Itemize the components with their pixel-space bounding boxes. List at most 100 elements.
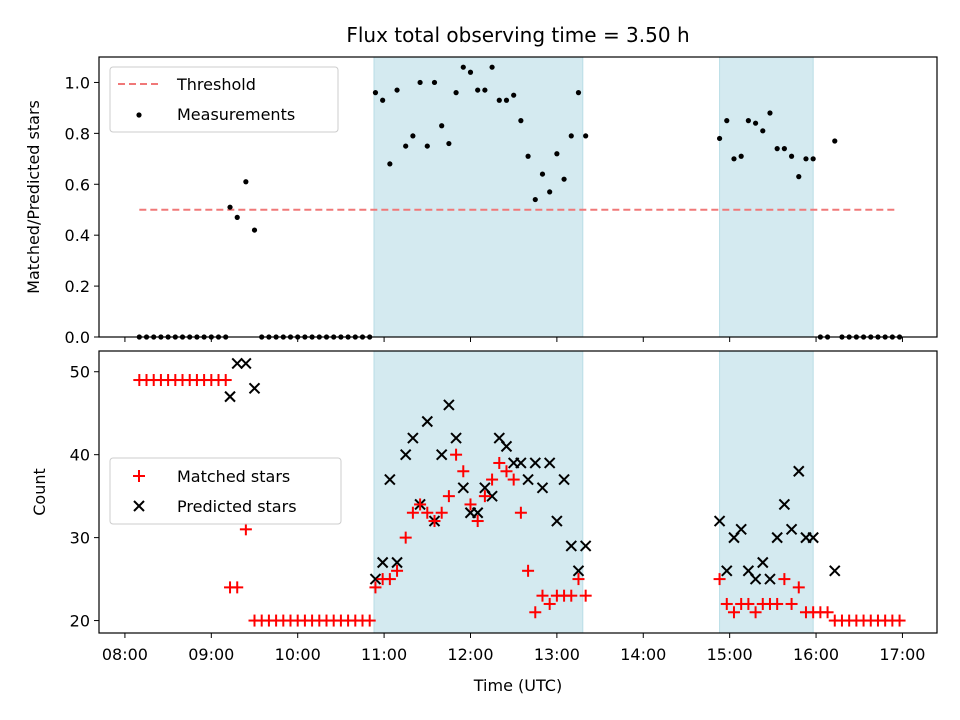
measurement-point: [547, 189, 553, 195]
measurement-point: [410, 133, 416, 139]
measurement-point: [394, 87, 400, 93]
matched-star-point: [471, 515, 484, 528]
matched-star-point: [543, 597, 556, 610]
matched-star-point: [383, 573, 396, 586]
measurement-point: [453, 90, 459, 96]
matched-star-point: [486, 473, 499, 486]
predicted-star-point: [240, 357, 252, 370]
measurement-point: [716, 135, 723, 142]
matched-star-point: [893, 614, 906, 627]
predicted-star-point: [231, 357, 243, 370]
matched-star-point: [579, 589, 592, 602]
bottom-legend: Matched stars Predicted stars: [109, 457, 342, 525]
measurement-point: [482, 87, 488, 93]
predicted-star-point: [457, 482, 469, 494]
measurement-point: [554, 151, 560, 157]
predicted-star-point: [435, 448, 448, 461]
measurement-point: [539, 171, 546, 177]
top-legend-box: [109, 66, 339, 133]
x-tick-label: 17:00: [879, 645, 925, 664]
predicted-star-point: [572, 565, 585, 577]
bottom-x-ticks: 08:00 09:00 10:00 11:00 12:00 13:00 14:00 15:00…: [102, 633, 925, 664]
predicted-star-point: [735, 523, 747, 536]
shaded-region: [719, 350, 814, 634]
y-tick-label: 1.0: [65, 73, 90, 92]
matched-star-point: [792, 581, 805, 594]
matched-star-point: [507, 473, 520, 486]
matched-star-point: [522, 564, 535, 577]
predicted-star-point: [384, 473, 396, 486]
matched-star-point: [406, 506, 419, 519]
matched-star-point: [391, 564, 404, 577]
measurement-point: [372, 90, 379, 96]
measurement-point: [387, 161, 393, 167]
x-tick-label: 12:00: [447, 645, 493, 664]
measurement-point: [738, 153, 744, 159]
predicted-star-point: [793, 465, 805, 477]
predicted-stars-legend-label: Predicted stars: [177, 497, 297, 516]
matched-star-point: [399, 531, 412, 544]
predicted-star-point: [771, 531, 783, 544]
measurement-point: [467, 69, 474, 75]
measurement-point: [532, 196, 538, 203]
matched-star-point: [231, 581, 244, 594]
predicted-star-point: [543, 457, 556, 469]
measurement-point: [583, 133, 589, 139]
matched-star-point: [435, 506, 448, 519]
predicted-star-point: [713, 515, 726, 527]
measurement-point: [767, 110, 773, 116]
predicted-star-point: [551, 515, 563, 527]
measurement-point: [803, 156, 809, 162]
y-tick-label: 0.4: [65, 226, 90, 245]
bottom-plot-frame: [98, 350, 938, 634]
top-panel: 0.0 0.2 0.4 0.6 0.8 1.0 Matched/Predicted sta…: [24, 56, 938, 347]
predicted-star-point: [248, 382, 261, 395]
shaded-region: [373, 56, 584, 338]
matched-star-point: [572, 573, 585, 586]
x-tick-label: 08:00: [102, 645, 148, 664]
bottom-legend-box: [109, 457, 342, 525]
predicted-star-point: [764, 573, 776, 585]
measurement-point: [431, 79, 438, 86]
x-axis-label: Time (UTC): [473, 676, 562, 695]
matched-stars-series: [133, 374, 906, 627]
top-y-axis-label: Matched/Predicted stars: [24, 100, 43, 294]
shaded-region: [373, 350, 584, 634]
matched-star-point: [239, 523, 252, 536]
x-tick-label: 11:00: [361, 645, 407, 664]
predicted-star-point: [807, 531, 819, 544]
measurement-point: [774, 146, 780, 152]
measurement-point: [503, 97, 510, 103]
matched-star-point: [428, 515, 441, 528]
x-tick-label: 13:00: [534, 645, 580, 664]
matched-star-point: [529, 606, 542, 619]
x-tick-label: 14:00: [620, 645, 666, 664]
measurement-point: [511, 92, 517, 98]
measurement-point: [525, 153, 531, 159]
predicted-star-point: [399, 448, 412, 461]
shaded-region: [719, 56, 814, 338]
y-tick-label: 0.6: [65, 175, 90, 194]
matched-star-point: [457, 465, 470, 478]
matched-star-point: [536, 589, 549, 602]
x-tick-label: 16:00: [793, 645, 839, 664]
matched-star-point: [500, 465, 513, 478]
top-y-ticks: 0.0 0.2 0.4 0.6 0.8 1.0: [65, 73, 99, 347]
predicted-star-point: [391, 556, 403, 569]
measurement-point: [227, 204, 233, 210]
measurement-point: [251, 227, 258, 233]
predicted-star-point: [558, 473, 570, 486]
measurement-point: [731, 156, 737, 162]
y-tick-label: 20: [70, 612, 90, 631]
measurement-point: [460, 64, 466, 70]
matched-star-point: [450, 448, 463, 461]
y-tick-label: 40: [70, 446, 90, 465]
measurement-point: [424, 143, 430, 149]
x-tick-label: 10:00: [275, 645, 321, 664]
matched-star-point: [363, 614, 376, 627]
matched-star-point: [414, 498, 427, 511]
matched-star-point: [493, 456, 506, 469]
predicted-star-point: [829, 565, 841, 577]
matched-star-point: [421, 506, 434, 519]
